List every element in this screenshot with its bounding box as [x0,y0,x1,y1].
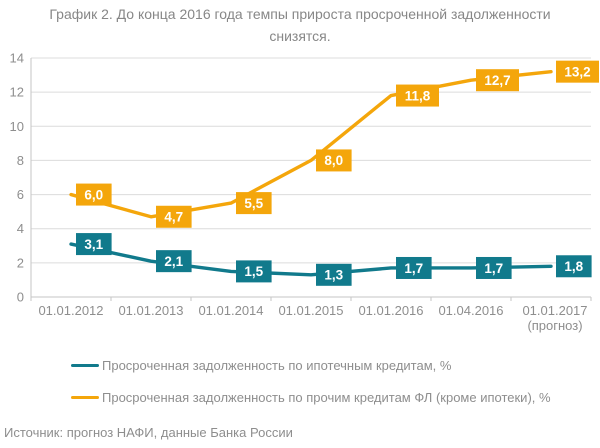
chart-title: График 2. До конца 2016 года темпы приро… [0,3,600,47]
legend-line-swatch-mortgage [71,363,99,368]
legend-line-swatch-other-loans [71,395,99,400]
svg-text:0: 0 [17,290,24,305]
chart-title-line-2: снизятся. [269,28,331,44]
svg-text:6: 6 [17,187,24,202]
svg-text:3,1: 3,1 [84,237,103,252]
line-chart: 0 2 4 6 8 10 12 14 01.01.2012 01.01.2013 01.01.201… [10,51,599,333]
legend-label-mortgage: Просроченная задолженность по ипотечным … [102,358,452,373]
svg-text:1,7: 1,7 [404,261,423,276]
svg-text:01.04.2016: 01.04.2016 [438,303,503,318]
svg-text:4,7: 4,7 [164,210,183,225]
legend-item-mortgage: Просроченная задолженность по ипотечным … [71,358,551,373]
svg-text:01.01.2016: 01.01.2016 [358,303,423,318]
svg-text:01.01.2012: 01.01.2012 [38,303,103,318]
svg-text:1,3: 1,3 [324,268,343,283]
chart-title-line-1: График 2. До конца 2016 года темпы приро… [49,6,551,22]
chart-legend: Просроченная задолженность по ипотечным … [71,358,551,422]
svg-text:01.01.2015: 01.01.2015 [278,303,343,318]
svg-text:4: 4 [17,221,24,236]
svg-text:14: 14 [10,51,24,66]
svg-text:8,0: 8,0 [324,153,343,168]
svg-text:12,7: 12,7 [484,73,510,88]
svg-text:01.01.2013: 01.01.2013 [118,303,183,318]
svg-text:1,5: 1,5 [244,264,263,279]
svg-text:1,8: 1,8 [564,259,583,274]
svg-text:10: 10 [10,119,24,134]
svg-text:12: 12 [10,85,24,100]
legend-label-other-loans: Просроченная задолженность по прочим кре… [102,390,551,405]
svg-text:6,0: 6,0 [84,187,103,202]
svg-text:13,2: 13,2 [564,64,590,79]
svg-text:11,8: 11,8 [405,88,431,103]
legend-item-other-loans: Просроченная задолженность по прочим кре… [71,390,551,405]
svg-text:8: 8 [17,153,24,168]
svg-text:01.01.2014: 01.01.2014 [198,303,263,318]
svg-text:1,7: 1,7 [484,261,503,276]
svg-text:01.01.2017: 01.01.2017 [522,303,587,318]
svg-text:5,5: 5,5 [244,196,263,211]
svg-text:(прогноз): (прогноз) [527,318,582,333]
svg-text:2,1: 2,1 [164,254,183,269]
svg-text:2: 2 [17,255,24,270]
source-note: Источник: прогноз НАФИ, данные Банка Рос… [4,425,293,440]
